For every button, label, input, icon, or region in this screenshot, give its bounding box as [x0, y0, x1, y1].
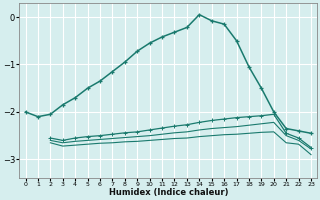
X-axis label: Humidex (Indice chaleur): Humidex (Indice chaleur) — [108, 188, 228, 197]
